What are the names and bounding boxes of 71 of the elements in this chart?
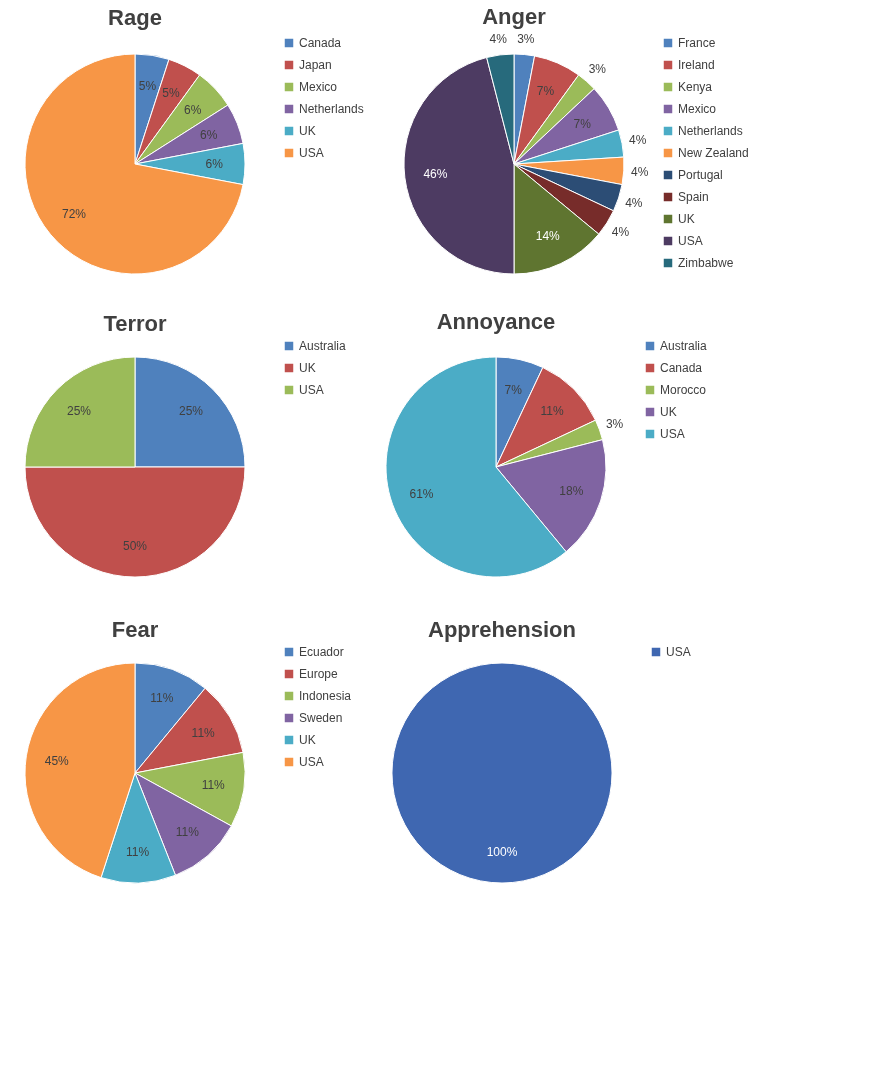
legend-label: UK (299, 733, 316, 747)
data-label: 3% (605, 417, 624, 432)
data-label: 45% (44, 753, 70, 768)
data-label: 14% (535, 228, 561, 243)
legend-label: Canada (299, 36, 342, 50)
legend-label: Mexico (678, 102, 717, 116)
data-label: 18% (559, 484, 584, 499)
data-label: 100% (486, 845, 518, 860)
legend-label: Netherlands (678, 124, 743, 138)
data-label: 46% (423, 166, 448, 181)
data-label: 11% (150, 691, 174, 706)
legend-label: Europe (299, 667, 339, 681)
legend-label: New Zealand (678, 146, 749, 160)
legend-label: Mexico (299, 80, 338, 94)
data-label: 7% (504, 382, 523, 397)
data-label: 7% (573, 116, 592, 131)
data-label: 3% (517, 31, 535, 46)
legend-label: Portugal (678, 168, 723, 182)
legend-label: Ireland (678, 58, 715, 72)
data-label: 11% (125, 845, 150, 860)
data-label: 3% (588, 62, 607, 77)
legend-label: Netherlands (299, 102, 364, 116)
data-label: 4% (631, 164, 649, 179)
legend-label: UK (299, 124, 316, 138)
data-label: 11% (540, 404, 564, 418)
legend-label: Japan (299, 58, 332, 72)
legend-label: France (678, 36, 716, 50)
data-label: 61% (409, 486, 434, 501)
data-label: 4% (489, 31, 508, 46)
data-label: 6% (205, 157, 224, 171)
legend-label: USA (299, 146, 324, 160)
legend-label: Australia (299, 339, 347, 353)
legend-label: UK (660, 405, 677, 419)
legend-label: UK (299, 361, 316, 375)
data-label: 5% (138, 78, 157, 93)
legend-label: USA (660, 427, 685, 441)
legend-label: Sweden (299, 711, 343, 725)
legend-label: Morocco (660, 383, 707, 397)
data-label: 4% (611, 224, 630, 239)
data-label: 72% (61, 207, 87, 222)
legend-label: Ecuador (299, 645, 344, 659)
legend-label: Zimbabwe (678, 256, 734, 270)
pie-slice (24, 53, 244, 275)
legend-label: Spain (678, 190, 709, 204)
data-label: 4% (625, 195, 643, 210)
chart-title: Rage (108, 4, 162, 30)
data-label: 6% (199, 127, 218, 142)
legend-label: USA (299, 755, 324, 769)
data-label: 11% (175, 825, 200, 840)
legend-label: UK (678, 212, 695, 226)
chart-title: Fear (111, 617, 159, 642)
data-label: 11% (201, 778, 226, 793)
legend-label: USA (666, 645, 691, 659)
legend-label: Kenya (678, 80, 713, 94)
legend-label: Australia (660, 339, 708, 353)
data-label: 4% (629, 133, 647, 148)
legend-label: USA (678, 234, 703, 248)
data-label: 50% (122, 539, 148, 554)
data-label: 25% (178, 404, 204, 418)
legend-label: USA (299, 383, 324, 397)
data-label: 11% (191, 725, 216, 740)
data-label: 5% (162, 86, 180, 101)
data-label: 7% (536, 84, 555, 99)
legend-label: Indonesia (299, 689, 352, 703)
chart-title: Apprehension (428, 617, 576, 642)
chart-title: Anger (482, 3, 547, 29)
chart-title: Annoyance (436, 309, 556, 335)
data-label: 25% (66, 404, 92, 418)
data-label: 6% (184, 102, 202, 117)
chart-title: Terror (103, 311, 168, 336)
legend-label: Canada (660, 361, 703, 375)
